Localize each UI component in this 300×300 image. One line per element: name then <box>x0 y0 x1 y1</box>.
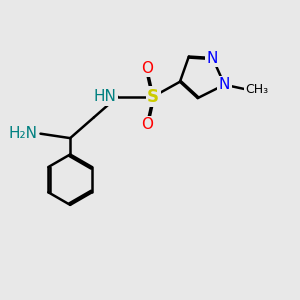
Text: CH₃: CH₃ <box>245 83 268 96</box>
Text: S: S <box>147 88 159 106</box>
Text: HN: HN <box>93 89 116 104</box>
Text: N: N <box>219 77 230 92</box>
Text: O: O <box>141 61 153 76</box>
Text: H₂N: H₂N <box>8 126 38 141</box>
Text: N: N <box>207 50 218 65</box>
Text: O: O <box>141 117 153 132</box>
